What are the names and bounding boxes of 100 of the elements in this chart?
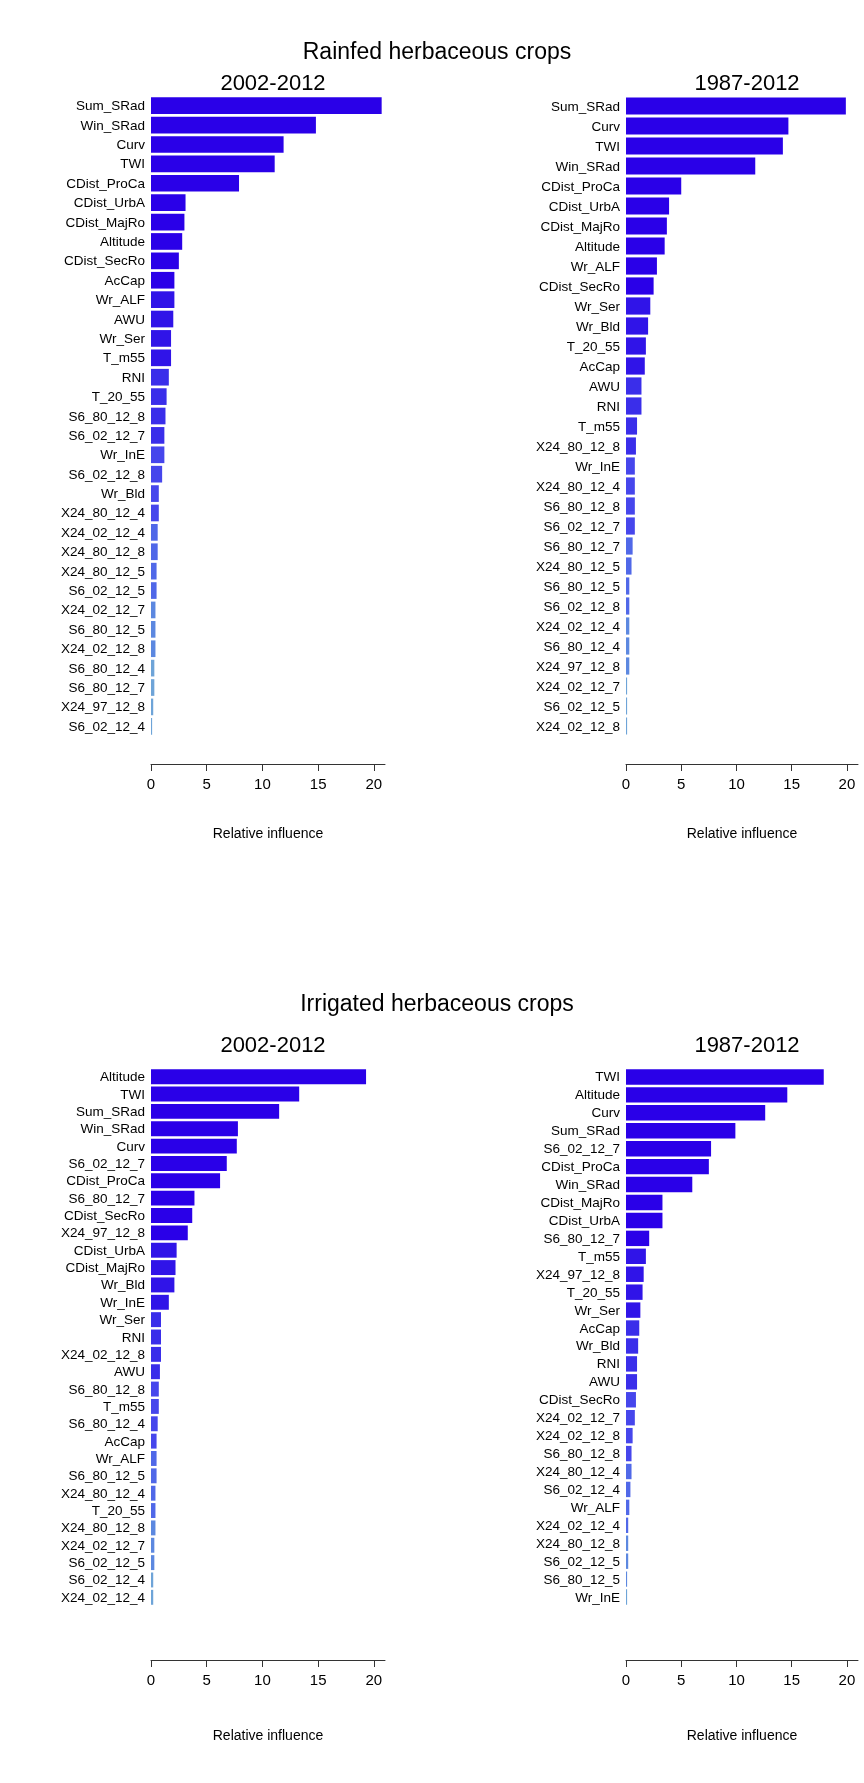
y-tick-label: Wr_InE	[100, 447, 145, 463]
bar	[151, 1485, 156, 1501]
bar	[151, 427, 165, 444]
y-tick-label: CDist_MajRo	[65, 214, 145, 230]
bar	[151, 679, 155, 696]
bar	[626, 1212, 663, 1229]
bar	[151, 562, 157, 580]
x-tick-label: 10	[254, 775, 271, 792]
y-tick-label: T_20_55	[91, 1503, 145, 1519]
y-tick-label: S6_80_12_5	[543, 1571, 620, 1587]
bar	[626, 1194, 663, 1211]
bar	[151, 271, 175, 289]
y-tick-label: S6_02_12_7	[543, 1141, 620, 1157]
y-tick-label: S6_80_12_4	[543, 638, 621, 654]
y-tick-label: Wr_InE	[575, 1589, 620, 1605]
bar	[626, 517, 635, 535]
y-tick-label: RNI	[596, 398, 620, 414]
chart-title: 2002-2012	[220, 1031, 326, 1057]
y-tick-label: X24_02_12_7	[60, 1537, 145, 1553]
bar	[151, 1555, 155, 1571]
bar	[626, 1553, 629, 1569]
y-tick-label: Win_SRad	[80, 117, 145, 133]
bar	[151, 582, 157, 599]
x-tick-label: 15	[309, 775, 327, 792]
chart-title: 1987-2012	[694, 1031, 800, 1057]
x-axis-title: Relative influence	[686, 825, 798, 841]
x-tick-label: 0	[621, 775, 631, 792]
y-tick-label: Sum_SRad	[550, 1123, 620, 1139]
y-tick-label: Win_SRad	[555, 1177, 620, 1193]
bar	[626, 617, 630, 635]
y-tick-label: AWU	[114, 311, 145, 327]
bar	[151, 1069, 367, 1085]
y-tick-label: TWI	[595, 138, 620, 154]
bar	[626, 177, 682, 195]
y-tick-label: S6_80_12_8	[68, 408, 145, 424]
x-tick-label: 20	[365, 775, 383, 792]
bar	[626, 477, 635, 495]
bar	[626, 1356, 638, 1372]
y-tick-label: S6_02_12_7	[68, 427, 145, 443]
y-tick-label: X24_02_12_4	[60, 1589, 146, 1605]
y-tick-label: S6_80_12_7	[543, 538, 620, 554]
x-tick-label: 15	[309, 1671, 327, 1688]
bar	[151, 640, 156, 658]
bar	[626, 137, 783, 155]
y-tick-label: CDist_SecRo	[538, 1392, 620, 1408]
bar	[151, 1364, 160, 1380]
bar	[151, 1451, 157, 1466]
bar	[626, 1123, 736, 1139]
y-tick-label: Wr_Ser	[99, 330, 146, 346]
bar	[626, 297, 651, 315]
bar	[151, 233, 183, 250]
y-tick-label: AWU	[589, 378, 620, 394]
y-tick-label: S6_80_12_5	[68, 1468, 145, 1484]
bar	[626, 197, 670, 215]
y-tick-label: RNI	[121, 1329, 145, 1345]
x-tick-label: 20	[838, 775, 856, 792]
y-tick-label: X24_02_12_7	[535, 1410, 620, 1426]
y-tick-label: CDist_MajRo	[540, 1195, 620, 1210]
bar	[626, 117, 789, 135]
bar	[151, 310, 174, 328]
bar	[626, 577, 630, 595]
y-tick-label: Wr_Ser	[574, 298, 621, 314]
y-tick-label: S6_80_12_7	[68, 680, 145, 696]
y-tick-label: S6_80_12_5	[68, 621, 145, 637]
y-tick-label: X24_97_12_8	[60, 1225, 145, 1241]
y-tick-label: X24_80_12_4	[535, 1464, 621, 1479]
bar	[151, 1416, 158, 1432]
y-tick-label: T_m55	[577, 1248, 620, 1264]
bar	[626, 497, 635, 515]
y-tick-label: AcCap	[104, 272, 145, 288]
bar	[626, 1392, 636, 1408]
x-tick-label: 10	[728, 1671, 745, 1688]
bar	[626, 437, 636, 455]
bar	[151, 1121, 238, 1137]
bar	[626, 397, 642, 415]
x-tick-label: 5	[202, 1671, 211, 1688]
x-tick-label: 10	[254, 1671, 271, 1688]
bar	[626, 557, 632, 575]
bar	[626, 1248, 646, 1265]
y-tick-label: X24_02_12_7	[60, 602, 145, 618]
y-tick-label: X24_80_12_8	[60, 1520, 145, 1536]
y-tick-label: Wr_Bld	[100, 1277, 145, 1293]
y-tick-label: T_m55	[577, 418, 620, 434]
bar	[151, 1329, 162, 1345]
y-tick-label: Curv	[591, 1105, 621, 1121]
bar	[151, 1468, 157, 1484]
bar	[151, 349, 172, 367]
y-tick-label: X24_80_12_4	[535, 478, 621, 494]
y-tick-label: CDist_UrbA	[548, 198, 620, 214]
bar	[151, 291, 175, 308]
bar	[626, 377, 642, 395]
bar	[626, 1176, 693, 1193]
y-tick-label: S6_02_12_5	[68, 583, 145, 599]
bar	[151, 1086, 300, 1102]
y-tick-label: S6_02_12_8	[68, 466, 145, 482]
y-tick-label: X24_80_12_5	[60, 563, 145, 579]
y-tick-label: X24_02_12_7	[535, 678, 620, 694]
bar	[151, 620, 156, 638]
bar	[626, 1230, 650, 1247]
y-tick-label: Sum_SRad	[75, 98, 145, 114]
